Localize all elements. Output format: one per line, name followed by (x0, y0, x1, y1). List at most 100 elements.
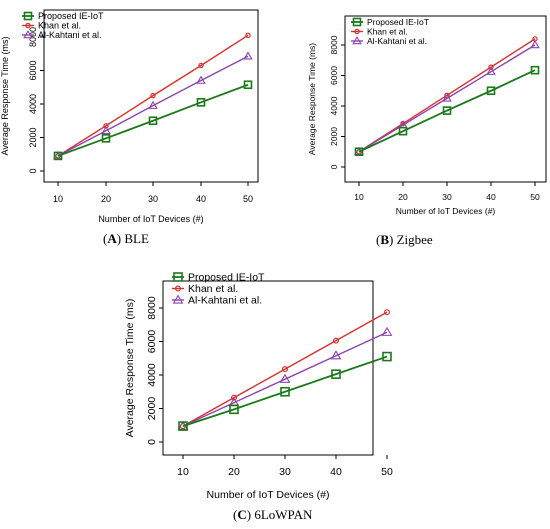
caption-c-letter: C (237, 507, 247, 522)
chart-a-legend-label-0: Proposed IE-IoT (38, 11, 104, 21)
chart-b-legend-marker-1 (354, 28, 360, 35)
chart-c-y-tick-label: 0 (146, 439, 158, 445)
chart-c-series-0-point (280, 386, 290, 397)
chart-c-series-line-0 (182, 355, 388, 427)
chart-a-plot-frame (43, 9, 259, 183)
caption-b-letter: B (380, 232, 390, 247)
chart-a-y-axis-label: Average Response Time (ms) (0, 37, 10, 156)
chart-b-series-0-point (530, 65, 540, 75)
chart-b-series-0-point (354, 147, 364, 157)
caption-c: (C) 6LoWPAN (233, 507, 313, 522)
chart-b-legend-label-2: Al-Kahtani et al. (367, 36, 427, 46)
chart-c: 10 20 30 40 50 0 2000 4000 6000 8000 Number of IoT… (124, 272, 393, 501)
chart-b-legend-marker-2 (352, 36, 362, 45)
chart-c-legend-marker-1 (175, 285, 182, 292)
chart-b-x-tick-label: 10 (354, 192, 364, 202)
chart-c-legend-marker-2 (172, 294, 184, 304)
chart-c-y-tick-label: 6000 (146, 330, 158, 354)
chart-b-y-tick-label: 8000 (329, 35, 339, 54)
chart-b-series-0-point (486, 86, 496, 96)
chart-a-series-line-1 (57, 34, 249, 157)
chart-c-x-tick-label: 30 (279, 466, 291, 478)
chart-a-y-tick-label: 4000 (28, 94, 38, 114)
chart-c-series-0-point (331, 369, 341, 379)
caption-c-label: 6LoWPAN (254, 507, 313, 522)
chart-b-y-tick-label: 0 (329, 164, 339, 169)
chart-b-x-tick-label: 50 (530, 192, 540, 202)
chart-c-legend-marker-0 (173, 272, 183, 282)
chart-a-series-1-point (150, 92, 156, 99)
chart-a-series-2-point (243, 51, 253, 60)
chart-c-plot-frame (162, 280, 374, 456)
chart-a-legend-marker-2 (23, 30, 33, 39)
chart-b-series-1-point (444, 92, 450, 99)
chart-b-series-2-point (530, 40, 540, 49)
chart-b-x-tick-label: 20 (398, 192, 408, 202)
chart-b-y-tick-label: 2000 (329, 127, 339, 146)
caption-a-letter: A (107, 231, 117, 246)
caption-b-label: Zigbee (396, 232, 433, 247)
chart-c-series-0-point (229, 404, 239, 415)
chart-b-x-axis-label: Number of IoT Devices (#) (396, 206, 496, 216)
chart-a-series-0-point (101, 134, 111, 143)
chart-c-series-2-point (279, 373, 291, 383)
chart-b-plot-frame (344, 15, 547, 183)
chart-c-series-0-point (382, 351, 392, 362)
chart-c-series-0-point (178, 421, 188, 431)
chart-a-series-2-point (101, 125, 111, 135)
chart-c-y-axis-label: Average Response Time (ms) (124, 299, 136, 438)
chart-b-y-tick-label: 6000 (329, 66, 339, 85)
chart-c-y-tick-label: 8000 (146, 296, 158, 320)
chart-a-legend-label-2: Al-Kahtani et al. (38, 30, 102, 40)
chart-a-series-0-point (243, 80, 253, 90)
chart-b: 10 20 30 40 50 0 2000 4000 6000 8000 Number of IoT… (307, 15, 547, 216)
chart-b-series-2-point (442, 93, 452, 102)
chart-c-series-1-point (333, 337, 340, 344)
chart-a-series-line-0 (57, 83, 249, 157)
chart-c-x-tick-label: 50 (381, 466, 393, 478)
chart-b-x-tick-label: 40 (486, 192, 496, 202)
chart-c-legend-label-0: Proposed IE-IoT (188, 272, 265, 284)
chart-c-x-tick-label: 10 (177, 466, 189, 478)
chart-b-legend-label-1: Khan et al. (367, 26, 408, 36)
chart-a-series-1-point (245, 32, 251, 39)
chart-b-series-line-0 (358, 69, 536, 153)
chart-c-legend-label-2: Al-Kahtani et al. (188, 295, 262, 307)
chart-b-series-1-point (488, 64, 494, 70)
chart-c-series-2-point (381, 326, 393, 336)
chart-b-series-2-point (486, 66, 496, 75)
chart-c-x-axis-label: Number of IoT Devices (#) (207, 489, 330, 501)
chart-c-y-tick-label: 2000 (146, 397, 158, 421)
chart-c-legend-label-1: Khan et al. (188, 283, 238, 295)
chart-b-series-line-2 (358, 44, 536, 153)
chart-a-x-tick-label: 30 (148, 194, 158, 204)
chart-b-y-axis-label: Average Response Time (ms) (307, 43, 317, 155)
chart-c-y-tick-label: 4000 (146, 363, 158, 387)
chart-a-x-axis-label: Number of IoT Devices (#) (98, 214, 203, 224)
chart-a-series-2-point (148, 100, 158, 109)
chart-b-legend-marker-0 (352, 17, 362, 27)
chart-a-y-tick-label: 8000 (28, 27, 38, 47)
chart-a-legend-label-1: Khan et al. (38, 21, 81, 31)
chart-b-series-0-point (398, 126, 408, 136)
chart-b-x-tick-label: 30 (442, 192, 452, 202)
chart-a-y-tick-label: 0 (28, 168, 38, 173)
chart-c-series-1-point (231, 394, 238, 401)
chart-c-x-tick-label: 40 (330, 466, 342, 478)
chart-b-legend-label-0: Proposed IE-IoT (367, 17, 429, 27)
chart-a-x-tick-label: 20 (101, 194, 111, 204)
chart-b-y-tick-label: 4000 (329, 96, 339, 115)
chart-a-series-0-point (196, 98, 206, 107)
chart-a-series-2-point (196, 75, 206, 84)
chart-a-x-tick-label: 10 (53, 194, 63, 204)
chart-c-series-2-point (330, 350, 342, 360)
chart-a-legend-marker-0 (23, 11, 33, 21)
chart-a-series-0-point (53, 151, 63, 161)
chart-a-x-tick-label: 50 (243, 194, 253, 204)
chart-a-y-tick-label: 2000 (28, 127, 38, 147)
chart-a-legend-marker-1 (25, 22, 31, 29)
caption-a-label: BLE (124, 231, 149, 246)
chart-a: 10 20 30 40 50 0 2000 4000 6000 8000 Number of IoT… (0, 9, 259, 224)
chart-c-x-tick-label: 20 (228, 466, 240, 478)
